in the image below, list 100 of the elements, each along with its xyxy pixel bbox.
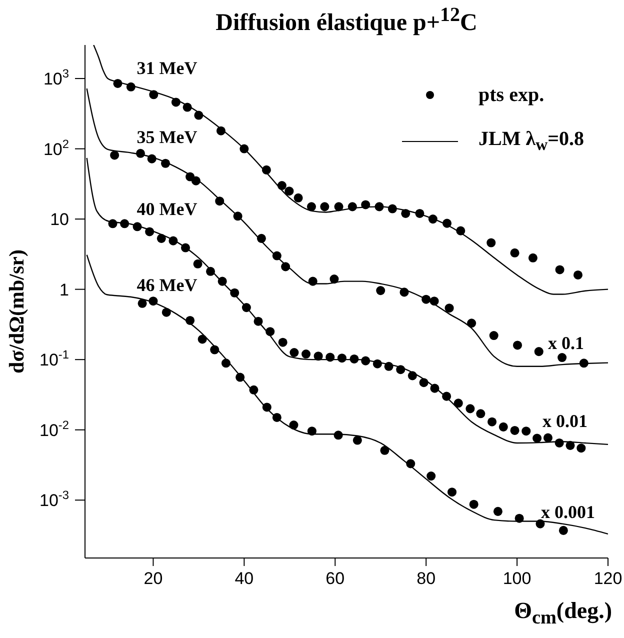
point [543, 433, 552, 442]
x-tick-label: 80 [416, 569, 436, 588]
point [254, 316, 263, 326]
point [361, 356, 370, 366]
point [113, 78, 122, 88]
point [442, 392, 452, 401]
point [308, 276, 318, 286]
annotation: x 0.01 [542, 410, 588, 433]
point [558, 353, 567, 362]
annotation: 31 MeV [136, 57, 198, 80]
y-tick-label: 10$^{3}$ [43, 66, 70, 89]
point [233, 212, 242, 221]
point [138, 298, 147, 308]
point [380, 446, 390, 455]
point [536, 519, 545, 528]
point [532, 434, 542, 443]
point [210, 345, 220, 354]
point [272, 412, 282, 422]
y-tick-label: 10$^{-3}$ [40, 488, 70, 510]
point [384, 362, 394, 371]
point [488, 417, 497, 426]
point [566, 440, 575, 450]
point [456, 226, 466, 236]
point [221, 358, 230, 368]
point [406, 459, 416, 468]
point [240, 144, 249, 154]
annotation: 40 MeV [136, 198, 198, 221]
point [514, 514, 524, 523]
point [352, 436, 362, 445]
annotation: 35 MeV [136, 126, 198, 149]
y-axis-title: dσ/dΩ(mb/sr) [4, 250, 30, 374]
point [186, 316, 195, 325]
point [256, 234, 266, 243]
point [126, 82, 136, 92]
point [230, 288, 240, 298]
point [528, 253, 538, 262]
point [302, 350, 311, 359]
x-tick-label: 100 [502, 569, 532, 588]
x-tick-label: 40 [234, 569, 254, 588]
point [110, 150, 120, 160]
point [489, 331, 498, 340]
point [272, 251, 282, 260]
point [262, 165, 271, 174]
point [180, 243, 190, 252]
annotation: x 0.1 [547, 332, 585, 355]
line-series [93, 45, 608, 295]
point [522, 426, 531, 436]
point [493, 506, 502, 516]
point [337, 354, 346, 363]
point [422, 294, 431, 304]
point [294, 193, 303, 202]
point [266, 327, 275, 336]
point [145, 227, 154, 236]
point [326, 352, 335, 362]
y-tick-label: 10 [50, 210, 69, 230]
point [156, 234, 166, 243]
point [486, 238, 496, 248]
point [281, 262, 290, 272]
point [388, 204, 397, 214]
point [510, 426, 520, 435]
point [162, 308, 171, 317]
point [396, 365, 406, 374]
point [215, 196, 224, 206]
point [374, 202, 384, 212]
point [512, 340, 522, 350]
point [148, 296, 158, 306]
point [534, 347, 544, 356]
point [136, 148, 145, 158]
point [278, 338, 288, 347]
annotation: x 0.001 [540, 501, 596, 524]
point [120, 219, 130, 228]
point [444, 304, 454, 313]
point [555, 265, 564, 274]
y-tick-label: 10$^{2}$ [43, 136, 70, 159]
point [193, 259, 202, 268]
point [476, 409, 486, 418]
point [198, 334, 207, 344]
point [415, 208, 424, 218]
point [334, 202, 344, 212]
point [372, 359, 382, 368]
point [262, 402, 272, 412]
point [428, 214, 438, 224]
point [160, 158, 170, 168]
point [149, 90, 158, 100]
point [361, 200, 370, 210]
point [498, 422, 508, 432]
point [191, 176, 200, 186]
legend-label: JLM λ$_{w}$=0.8 [478, 128, 584, 154]
point [306, 202, 316, 212]
y-tick-label: 10$^{-1}$ [40, 348, 70, 370]
point [290, 348, 299, 358]
point [430, 384, 440, 393]
point [314, 352, 323, 361]
x-tick-label: 20 [144, 569, 163, 588]
point [350, 354, 359, 364]
point [467, 318, 476, 328]
point [579, 358, 588, 368]
y-tick-label: 1 [60, 280, 69, 300]
legend-label: pts exp. [478, 84, 544, 106]
x-axis-title: Θ$_{cm}$(deg.) [514, 598, 612, 630]
